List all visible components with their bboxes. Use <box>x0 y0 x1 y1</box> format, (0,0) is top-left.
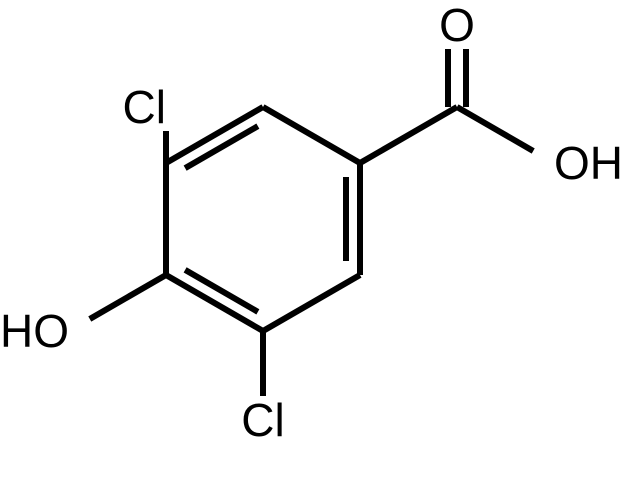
atom-label: O <box>439 0 475 51</box>
atom-label: OH <box>554 137 623 189</box>
atom-label: HO <box>0 305 69 357</box>
chemical-structure-diagram: O OH Cl HO Cl <box>0 0 640 503</box>
atom-label: Cl <box>241 394 284 446</box>
atom-label: Cl <box>123 81 166 133</box>
